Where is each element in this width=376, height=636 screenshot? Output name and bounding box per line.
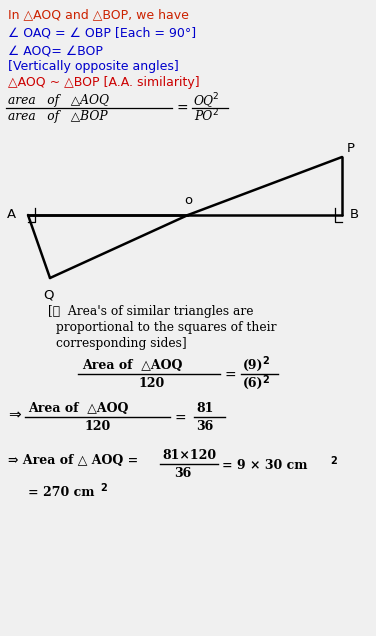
- Text: 2: 2: [212, 92, 218, 101]
- Text: 120: 120: [138, 377, 164, 390]
- Text: [∵  Area's of similar triangles are: [∵ Area's of similar triangles are: [48, 305, 253, 318]
- Text: OQ: OQ: [194, 94, 214, 107]
- Text: area   of   △AOQ: area of △AOQ: [8, 94, 109, 107]
- Text: Area of  △AOQ: Area of △AOQ: [28, 402, 128, 415]
- Text: 36: 36: [196, 420, 213, 433]
- Text: =: =: [176, 102, 188, 116]
- Text: 2: 2: [262, 356, 269, 366]
- Text: 2: 2: [330, 456, 337, 466]
- Text: 81×120: 81×120: [162, 449, 216, 462]
- Text: △AOQ ~ △BOP [A.A. similarity]: △AOQ ~ △BOP [A.A. similarity]: [8, 76, 200, 89]
- Text: ∠ OAQ = ∠ OBP [Each = 90°]: ∠ OAQ = ∠ OBP [Each = 90°]: [8, 26, 196, 39]
- Text: 36: 36: [174, 467, 191, 480]
- Text: 2: 2: [212, 108, 218, 117]
- Text: ∠ AOQ= ∠BOP: ∠ AOQ= ∠BOP: [8, 44, 103, 57]
- Text: o: o: [184, 194, 192, 207]
- Text: 120: 120: [84, 420, 110, 433]
- Text: area   of   △BOP: area of △BOP: [8, 110, 108, 123]
- Text: 81: 81: [196, 402, 213, 415]
- Text: P: P: [347, 142, 355, 155]
- Text: = 270 cm: = 270 cm: [28, 486, 94, 499]
- Text: 2: 2: [262, 375, 269, 385]
- Text: In △AOQ and △BOP, we have: In △AOQ and △BOP, we have: [8, 8, 189, 21]
- Text: [Vertically opposite angles]: [Vertically opposite angles]: [8, 60, 179, 73]
- Text: = 9 × 30 cm: = 9 × 30 cm: [222, 459, 308, 472]
- Text: PO: PO: [194, 110, 212, 123]
- Text: 2: 2: [100, 483, 107, 493]
- Text: ⇒ Area of △ AOQ =: ⇒ Area of △ AOQ =: [8, 454, 138, 467]
- Text: ⇒: ⇒: [8, 407, 21, 422]
- Text: (6): (6): [243, 377, 264, 390]
- Text: B: B: [350, 209, 359, 221]
- Text: corresponding sides]: corresponding sides]: [56, 337, 186, 350]
- Text: A: A: [7, 209, 16, 221]
- Text: proportional to the squares of their: proportional to the squares of their: [56, 321, 276, 334]
- Text: (9): (9): [243, 359, 264, 372]
- Text: Area of  △AOQ: Area of △AOQ: [82, 359, 182, 372]
- Text: =: =: [175, 412, 186, 426]
- Text: =: =: [224, 369, 236, 383]
- Text: Q: Q: [43, 288, 53, 301]
